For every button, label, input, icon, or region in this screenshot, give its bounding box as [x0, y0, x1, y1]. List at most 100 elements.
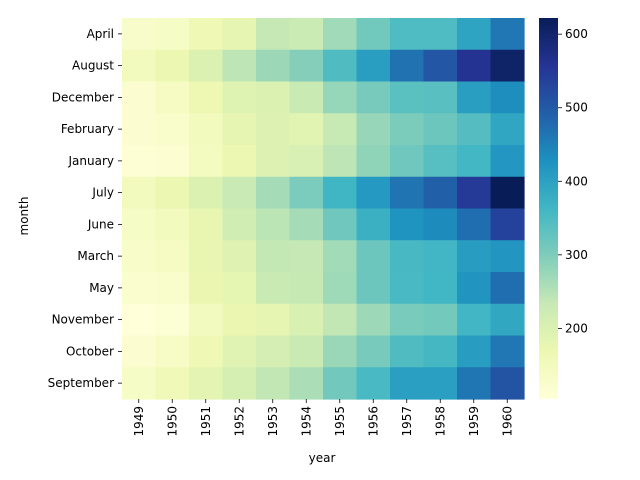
x-tick-label: 1960: [500, 406, 514, 437]
heatmap-cell: [356, 367, 391, 400]
heatmap-cell: [256, 81, 291, 114]
heatmap-cell: [222, 113, 257, 146]
y-tick-label: January: [68, 154, 115, 168]
heatmap-cell: [323, 81, 358, 114]
heatmap-cell: [457, 176, 492, 210]
y-tick-label: March: [77, 249, 114, 263]
heatmap-cell: [189, 49, 224, 83]
heatmap-cell: [222, 367, 257, 400]
heatmap-cell: [289, 272, 324, 305]
x-tick-label: 1952: [232, 406, 246, 437]
heatmap-cell: [289, 335, 324, 368]
x-tick-label: 1954: [299, 406, 313, 437]
heatmap-cell: [323, 145, 358, 178]
heatmap-cell: [356, 113, 391, 146]
heatmap-cell: [390, 49, 425, 83]
heatmap-cell: [457, 113, 492, 146]
heatmap-cell: [222, 145, 257, 178]
y-tick-label: April: [87, 27, 114, 41]
heatmap-cell: [256, 18, 291, 51]
heatmap-cell: [423, 49, 458, 83]
heatmap-cell: [323, 367, 358, 400]
heatmap-cell: [189, 145, 224, 178]
heatmap-cell: [122, 145, 157, 178]
heatmap-cell: [155, 272, 190, 305]
heatmap-cell: [490, 18, 525, 51]
heatmap-cell: [222, 208, 257, 241]
heatmap-cell: [155, 113, 190, 146]
x-tick-label: 1957: [400, 406, 414, 437]
heatmap-cell: [289, 367, 324, 400]
heatmap-cell: [256, 176, 291, 210]
x-axis-label: year: [309, 451, 336, 465]
heatmap-cell: [189, 18, 224, 51]
heatmap-cell: [390, 176, 425, 210]
heatmap-cell: [289, 176, 324, 210]
heatmap-cell: [390, 145, 425, 178]
heatmap-cell: [122, 176, 157, 210]
heatmap-cell: [457, 335, 492, 368]
heatmap-cell: [323, 208, 358, 241]
heatmap-cell: [189, 176, 224, 210]
heatmap-cell: [457, 272, 492, 305]
y-tick-labels: April August December February January July Ju…: [48, 27, 122, 390]
y-tick-label: July: [91, 186, 114, 200]
heatmap-cell: [490, 81, 525, 114]
heatmap-cell: [490, 335, 525, 368]
heatmap-cell: [356, 240, 391, 273]
heatmap-cell: [155, 367, 190, 400]
heatmap-cell: [423, 113, 458, 146]
heatmap-cell: [457, 303, 492, 337]
heatmap-cell: [490, 49, 525, 83]
heatmap-cell: [457, 367, 492, 400]
heatmap-cell: [356, 81, 391, 114]
heatmap-cell: [189, 81, 224, 114]
heatmap-cell: [323, 335, 358, 368]
heatmap-cell: [222, 18, 257, 51]
heatmap-cell: [289, 303, 324, 337]
y-tick-label: October: [66, 344, 114, 358]
heatmap-cell: [490, 145, 525, 178]
heatmap-cell: [155, 208, 190, 241]
heatmap-cell: [457, 18, 492, 51]
heatmap-cell: [423, 367, 458, 400]
heatmap-cell: [122, 81, 157, 114]
heatmap-cell: [423, 240, 458, 273]
colorbar-tick-label: 400: [565, 174, 588, 188]
heatmap-cell: [289, 145, 324, 178]
heatmap-cell: [155, 176, 190, 210]
heatmap-cell: [222, 240, 257, 273]
colorbar-tick-label: 600: [565, 27, 588, 41]
y-tick-label: September: [48, 376, 114, 390]
heatmap-cell: [457, 145, 492, 178]
x-tick-label: 1956: [366, 406, 380, 437]
heatmap-cell: [256, 113, 291, 146]
heatmap-cell: [490, 176, 525, 210]
heatmap-cell: [490, 367, 525, 400]
heatmap-cell: [189, 240, 224, 273]
heatmap-cell: [222, 272, 257, 305]
heatmap-cell: [323, 113, 358, 146]
heatmap-cell: [390, 81, 425, 114]
heatmap-cell: [423, 145, 458, 178]
x-tick-label: 1955: [333, 406, 347, 437]
heatmap-cell: [256, 208, 291, 241]
colorbar-tick-label: 500: [565, 101, 588, 115]
heatmap-cell: [490, 272, 525, 305]
heatmap-cell: [390, 367, 425, 400]
colorbar: [539, 18, 558, 399]
x-tick-labels: 1949 1950 1951 1952 1953 1954 1955 1956 1957 1958…: [132, 399, 514, 437]
heatmap-cell: [390, 18, 425, 51]
heatmap-cell: [256, 303, 291, 337]
heatmap-cell: [323, 272, 358, 305]
heatmap-cell: [423, 81, 458, 114]
heatmap-cell: [256, 145, 291, 178]
x-tick-label: 1951: [199, 406, 213, 437]
heatmap-cell: [356, 208, 391, 241]
heatmap-cell: [457, 81, 492, 114]
heatmap-cell: [289, 81, 324, 114]
heatmap-cell: [423, 272, 458, 305]
heatmap-cell: [155, 335, 190, 368]
heatmap-cell: [155, 145, 190, 178]
